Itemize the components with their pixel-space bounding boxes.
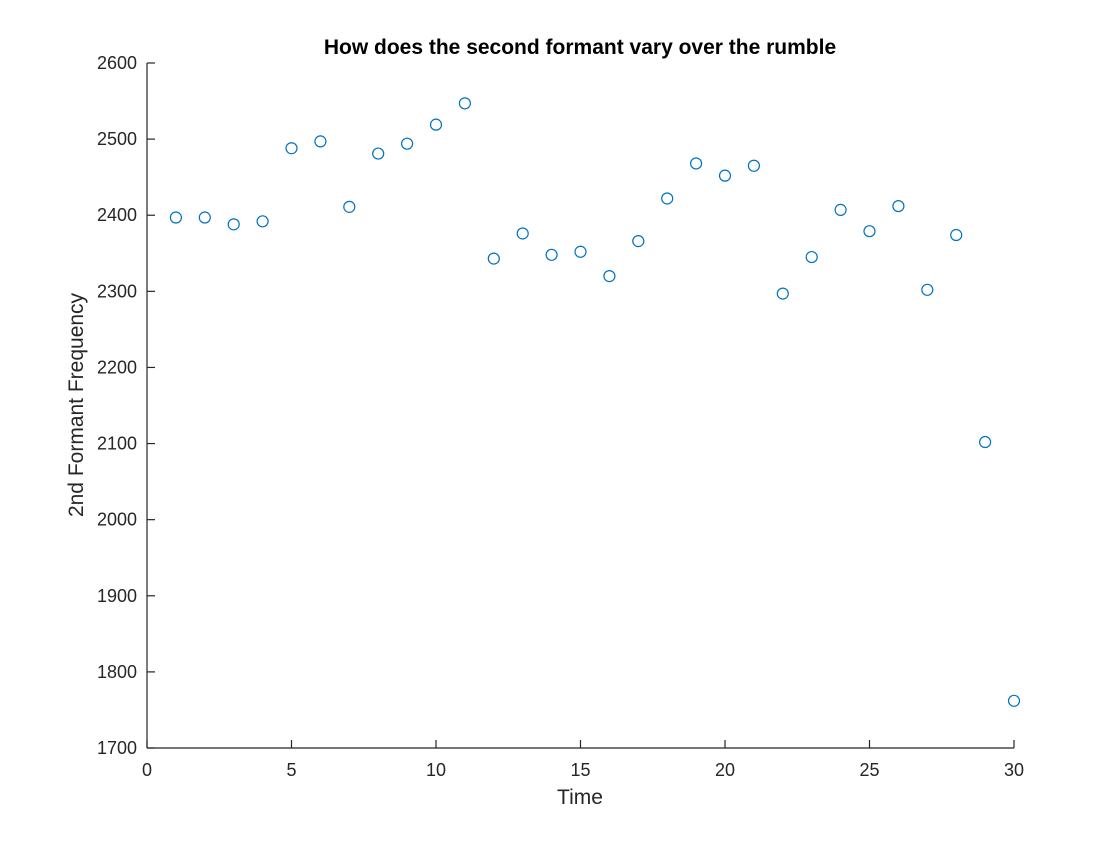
data-point (256, 215, 269, 228)
x-ticks: 0 5 10 15 20 25 30 (142, 740, 1024, 780)
y-tick-label: 1700 (97, 738, 137, 758)
data-point (689, 157, 703, 170)
x-axis-label: Time (557, 786, 603, 809)
x-tick-label: 15 (570, 760, 590, 780)
data-point (574, 245, 587, 258)
y-tick-label: 2000 (97, 510, 137, 530)
x-tick-label: 25 (859, 760, 879, 780)
data-point (545, 248, 558, 261)
data-point (1007, 694, 1021, 707)
x-tick-label: 0 (142, 760, 152, 780)
data-point (978, 435, 992, 449)
data-point (661, 192, 674, 205)
data-point (921, 283, 934, 296)
y-tick-label: 2100 (97, 434, 137, 454)
data-point (487, 252, 500, 265)
data-point (805, 250, 818, 264)
x-tick-label: 30 (1004, 760, 1024, 780)
data-point (169, 211, 182, 224)
axes (146, 63, 1014, 749)
data-point (458, 97, 471, 110)
y-tick-label: 2200 (97, 357, 137, 377)
data-point (603, 270, 616, 283)
x-tick-label: 10 (426, 760, 446, 780)
data-point (776, 287, 789, 300)
data-point (429, 118, 443, 131)
y-ticks: 1700 1800 1900 2000 2100 2200 2300 2400 2500 2600 (97, 53, 155, 758)
data-point (950, 228, 963, 242)
y-tick-label: 1900 (97, 586, 137, 606)
data-point (718, 169, 732, 182)
data-point (227, 218, 240, 231)
x-tick-label: 5 (286, 760, 296, 780)
data-point (516, 227, 529, 240)
chart-title: How does the second formant vary over th… (324, 36, 836, 59)
x-tick-label: 20 (715, 760, 735, 780)
data-point (401, 137, 414, 150)
data-point (863, 225, 876, 238)
data-point (892, 199, 905, 213)
y-tick-label: 2400 (97, 205, 137, 225)
y-axis-label: 2nd Formant Frequency (65, 292, 88, 517)
data-point (314, 135, 327, 148)
data-markers (169, 97, 1021, 707)
y-tick-label: 2300 (97, 281, 137, 301)
data-point (632, 235, 645, 248)
y-tick-label: 2600 (97, 53, 137, 73)
data-point (285, 142, 298, 155)
data-point (198, 211, 211, 224)
data-point (747, 159, 761, 172)
data-point (343, 200, 356, 213)
y-tick-label: 2500 (97, 129, 137, 149)
data-point (372, 147, 385, 160)
y-tick-label: 1800 (97, 662, 137, 682)
data-point (834, 203, 847, 216)
